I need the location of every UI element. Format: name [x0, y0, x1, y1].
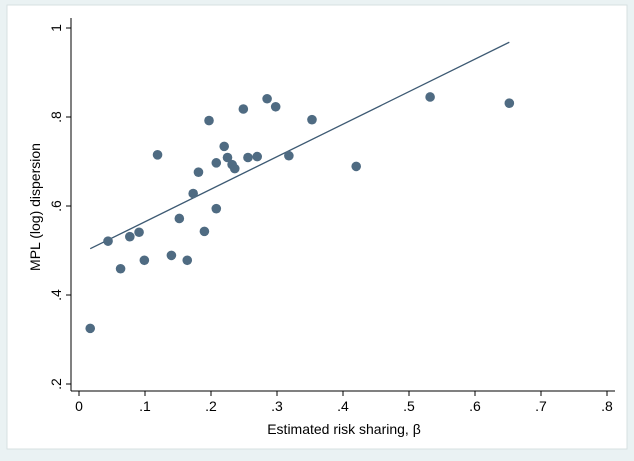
data-point	[504, 98, 515, 109]
data-point	[222, 152, 233, 163]
data-point	[211, 158, 222, 168]
data-point	[174, 213, 185, 224]
y-tick-label: .2	[48, 378, 64, 390]
data-point	[125, 231, 135, 242]
fitted-line	[89, 41, 510, 250]
y-tick-label: .4	[48, 289, 64, 301]
axes: 0 .1 .2 .3 .4 .5 .6 .7 .8 .2 .4 .6 .8 1	[48, 18, 615, 414]
data-point	[139, 255, 150, 266]
data-point	[219, 141, 229, 152]
y-axis-label: MPL (log) dispersion	[27, 143, 43, 271]
data-point	[229, 163, 240, 174]
x-tick-label: 0	[75, 398, 83, 414]
data-point	[166, 250, 177, 261]
data-point	[152, 150, 163, 160]
data-point	[243, 152, 253, 163]
data-point	[182, 255, 193, 266]
data-point	[211, 203, 222, 214]
x-axis-label: Estimated risk sharing, β	[267, 421, 421, 437]
x-tick-label: .3	[271, 398, 283, 414]
y-tick-label: 1	[48, 24, 64, 32]
data-point	[351, 161, 362, 172]
x-tick-label: .1	[139, 398, 151, 414]
data-point	[85, 323, 96, 334]
data-point	[115, 263, 126, 274]
plot-area	[6, 4, 628, 450]
x-tick-label: .4	[337, 398, 349, 414]
data-point	[270, 101, 281, 112]
x-tick-label: .5	[403, 398, 415, 414]
x-tick-label: .7	[535, 398, 547, 414]
x-tick-label: .6	[469, 398, 481, 414]
y-tick-label: .8	[48, 111, 64, 123]
data-point	[134, 227, 144, 238]
data-point	[204, 115, 214, 126]
fit-line-group	[89, 41, 510, 250]
data-points	[85, 92, 515, 334]
data-point	[188, 188, 198, 199]
data-point	[425, 92, 435, 102]
data-point	[307, 114, 317, 125]
data-point	[262, 93, 272, 104]
x-tick-label: .8	[601, 398, 613, 414]
data-point	[252, 151, 262, 162]
data-point	[193, 167, 204, 177]
data-point	[284, 150, 294, 161]
x-tick-label: .2	[205, 398, 217, 414]
y-tick-label: .6	[48, 200, 64, 212]
data-point	[199, 226, 210, 237]
data-point	[238, 104, 249, 114]
data-point	[103, 236, 113, 246]
